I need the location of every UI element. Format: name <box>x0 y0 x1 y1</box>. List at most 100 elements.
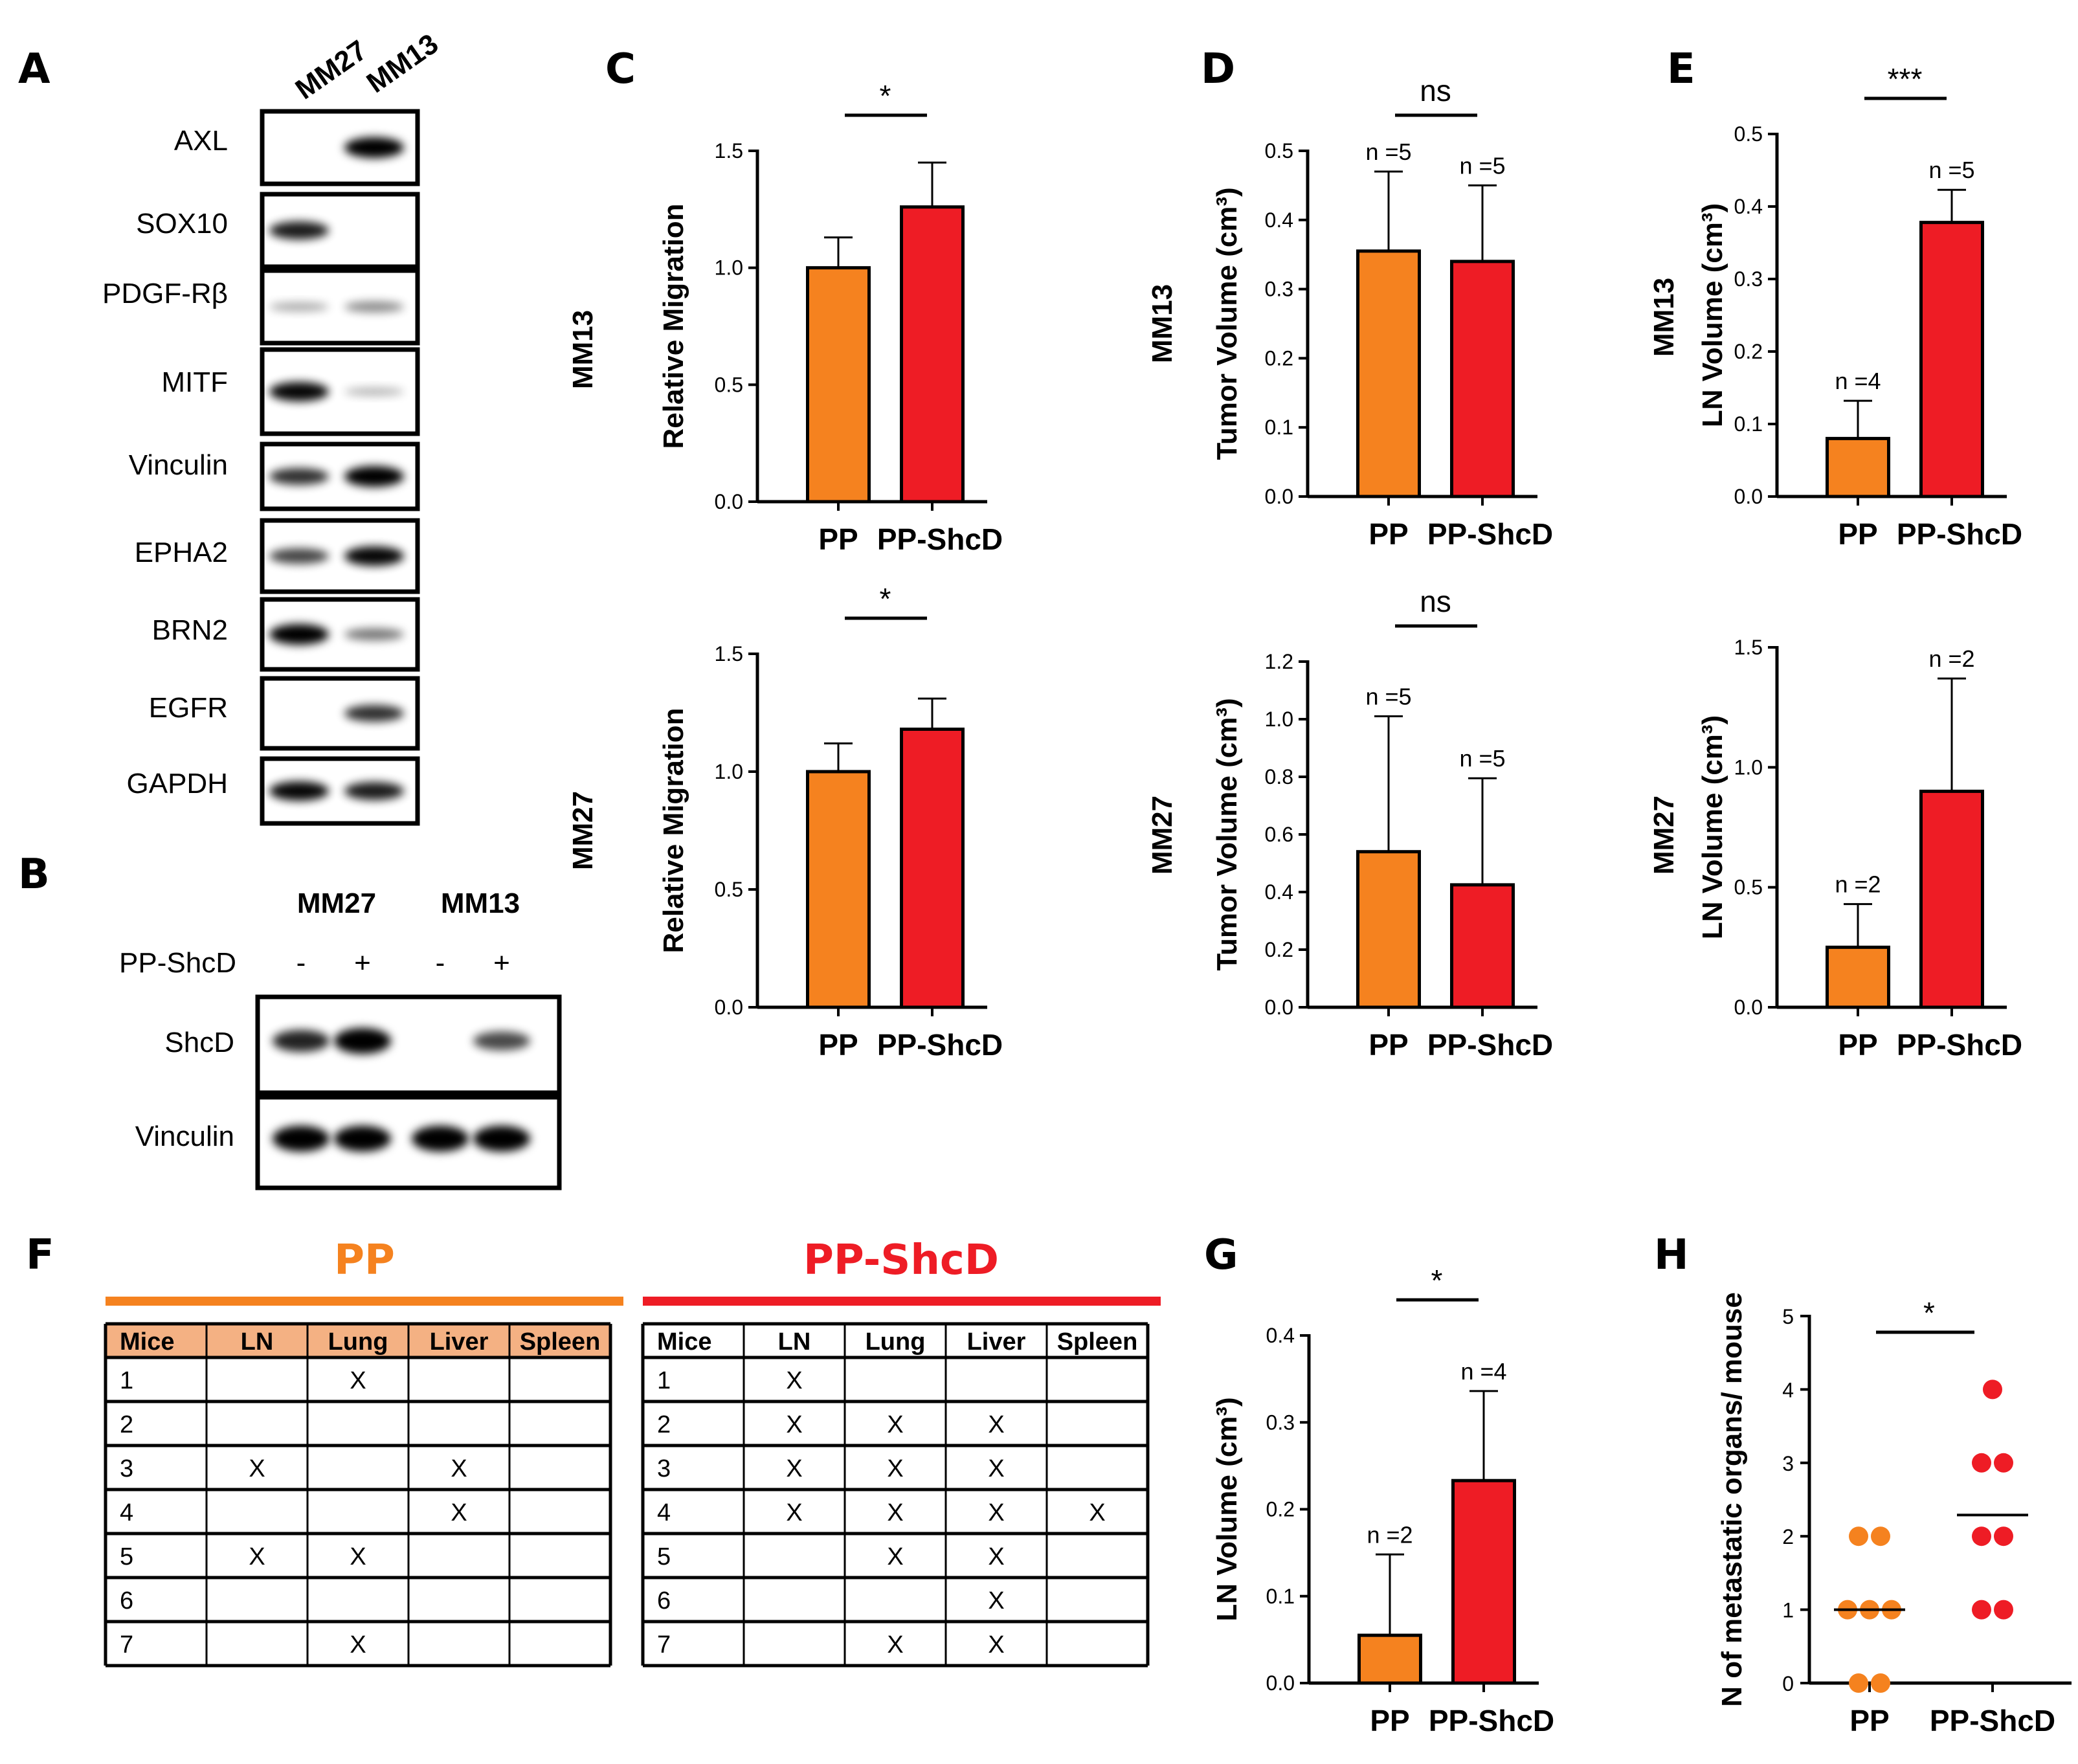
blot-a-row-label: MITF <box>161 366 228 398</box>
n-label: n =4 <box>1835 368 1881 394</box>
blot-b-sign: - <box>436 947 445 979</box>
blot-a-row-label: EPHA2 <box>135 537 228 568</box>
chart-e-top: 0.0 0.1 0.2 0.3 0.4 0.5 n =4 PP n =5 PP-ShcD *** LN… <box>1648 62 2022 551</box>
y-axis-label: Tumor Volume (cm³) <box>1211 698 1243 970</box>
y-tick-label: 3 <box>1782 1452 1794 1475</box>
panel-letter-b: B <box>18 851 50 899</box>
bar <box>1826 945 1890 1009</box>
n-label: n =2 <box>1367 1521 1413 1548</box>
y-tick-label: 1 <box>1782 1599 1794 1622</box>
data-point <box>1871 1526 1890 1546</box>
data-point <box>1983 1379 2002 1400</box>
table-shcd-title-bar <box>643 1297 1161 1306</box>
y-tick-label: 1.0 <box>1734 755 1763 779</box>
category-label: PP-ShcD <box>1427 1028 1553 1062</box>
table-shcd-cell: X <box>786 1367 802 1394</box>
y-tick-label: 1.5 <box>715 139 743 162</box>
significance-label: * <box>880 79 891 113</box>
chart-c-bottom: 0.0 0.5 1.0 1.5 PP PP-ShcD * Relative Migration… <box>567 582 1003 1062</box>
cell-line-label: MM27 <box>1648 796 1680 875</box>
panel-letter-g: G <box>1204 1231 1238 1279</box>
chart-e-bottom: 0.0 0.5 1.0 1.5 n =2 PP n =2 PP-ShcD LN Volume (… <box>1648 636 2022 1062</box>
y-axis-label: Tumor Volume (cm³) <box>1211 187 1243 460</box>
data-point <box>1994 1600 2013 1620</box>
category-label: PP-ShcD <box>1897 517 2022 551</box>
y-tick-label: 0.2 <box>1266 1498 1295 1521</box>
blot-b-band <box>334 1126 391 1152</box>
y-tick-label: 0.0 <box>1734 996 1763 1019</box>
chart-d-bottom: 0.0 0.2 0.4 0.6 0.8 1.0 1.2 n =5 PP n =5 PP-ShcD ns… <box>1146 585 1553 1062</box>
table-shcd-title: PP-ShcD <box>803 1236 999 1284</box>
data-point <box>1972 1453 1991 1473</box>
data-point <box>1849 1673 1868 1693</box>
table-shcd-header-cell: Spleen <box>1057 1328 1138 1356</box>
blot-b-band <box>273 1030 330 1052</box>
category-label: PP-ShcD <box>877 1028 1003 1062</box>
y-axis-label: N of metastatic organs/ mouse <box>1716 1292 1748 1707</box>
bar <box>1450 260 1515 498</box>
y-tick-label: 0.0 <box>1265 485 1293 508</box>
data-point <box>1972 1526 1991 1546</box>
table-shcd-header-cell: LN <box>778 1328 811 1356</box>
y-tick-label: 0.0 <box>715 996 743 1019</box>
y-tick-label: 0.0 <box>1734 485 1763 508</box>
data-point <box>1849 1526 1868 1546</box>
n-label: n =5 <box>1928 157 1974 183</box>
y-axis-label: LN Volume (cm³) <box>1211 1397 1243 1621</box>
panel-letter-h: H <box>1654 1231 1689 1279</box>
blot-a-band <box>269 382 329 401</box>
table-pp-cell: 3 <box>120 1455 133 1482</box>
y-tick-label: 1.5 <box>715 642 743 665</box>
blot-a-band <box>269 781 329 801</box>
y-tick-label: 0.2 <box>1265 938 1293 961</box>
category-label: PP-ShcD <box>1930 1704 2055 1737</box>
y-tick-label: 1.0 <box>715 760 743 783</box>
category-label: PP <box>1838 1028 1877 1062</box>
table-pp-cell: 2 <box>120 1411 133 1438</box>
table-shcd-cell: X <box>887 1631 903 1658</box>
bar <box>806 770 871 1009</box>
blot-b-sign: + <box>354 947 371 979</box>
table-shcd-cell: X <box>786 1499 802 1526</box>
table-pp-cell: X <box>451 1499 467 1526</box>
cell-line-label: MM13 <box>567 310 599 389</box>
bar <box>1919 221 1984 498</box>
blot-a-band <box>344 387 404 396</box>
table-shcd-cell: X <box>988 1587 1004 1614</box>
table-pp-cell: 5 <box>120 1543 133 1570</box>
table-pp-header-bg <box>106 1324 610 1357</box>
significance-label: * <box>1431 1264 1443 1297</box>
blot-a: AXL SOX10 PDGF-Rβ MITF Vinculin EPHA2 BRN2 EGFR… <box>102 109 420 826</box>
n-label: n =4 <box>1460 1358 1506 1385</box>
table-shcd-cell: X <box>1089 1499 1105 1526</box>
blot-a-band <box>344 782 404 800</box>
y-tick-label: 4 <box>1782 1378 1794 1401</box>
y-tick-label: 1.2 <box>1265 650 1293 673</box>
table-pp-cell: X <box>350 1543 366 1570</box>
table-pp-title-bar <box>106 1297 623 1306</box>
blot-b-band <box>473 1031 530 1051</box>
significance-label: *** <box>1888 62 1923 96</box>
bar <box>1451 1479 1516 1685</box>
table-shcd-cell: 4 <box>657 1499 671 1526</box>
blot-a-row-label: EGFR <box>149 692 228 724</box>
blot-a-row-label: PDGF-Rβ <box>102 278 228 309</box>
data-point <box>1994 1453 2013 1473</box>
n-label: n =2 <box>1835 871 1881 898</box>
category-label: PP-ShcD <box>1897 1028 2022 1062</box>
category-label: PP-ShcD <box>1429 1704 1554 1737</box>
y-tick-label: 0.8 <box>1265 765 1293 788</box>
table-shcd-cell: 2 <box>657 1411 671 1438</box>
n-label: n =5 <box>1365 139 1411 165</box>
y-tick-label: 0.1 <box>1734 412 1763 436</box>
n-label: n =5 <box>1459 152 1505 179</box>
chart-g: 0.0 0.1 0.2 0.3 0.4 n =2 PP n =4 PP-ShcD * LN Volu… <box>1211 1264 1554 1737</box>
table-pp-cell: 6 <box>120 1587 133 1614</box>
blot-b-band <box>273 1126 330 1152</box>
y-tick-label: 5 <box>1782 1305 1794 1328</box>
blot-a-band <box>269 302 329 311</box>
table-shcd-header-cell: Liver <box>967 1328 1026 1356</box>
bar <box>900 205 965 504</box>
